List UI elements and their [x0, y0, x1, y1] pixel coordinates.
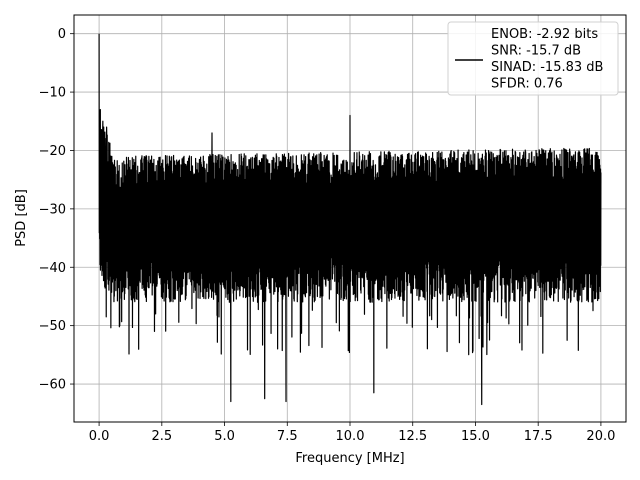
y-tick-label: −60	[39, 378, 66, 393]
y-tick-label: −40	[39, 261, 66, 276]
y-tick-label: −50	[39, 319, 66, 334]
x-tick-label: 17.5	[524, 429, 553, 444]
x-tick-label: 7.5	[277, 429, 298, 444]
psd-trace	[98, 33, 602, 406]
legend-entry-line: SINAD: -15.83 dB	[491, 60, 603, 75]
y-tick-label: −10	[39, 86, 66, 101]
legend-entry-line: ENOB: -2.92 bits	[491, 27, 598, 42]
y-axis-ticks: 0 −10 −20 −30 −40 −50 −60	[39, 27, 74, 393]
x-tick-label: 0.0	[89, 429, 110, 444]
legend-entry-line: SNR: -15.7 dB	[491, 44, 581, 59]
x-tick-label: 10.0	[336, 429, 365, 444]
x-tick-label: 20.0	[586, 429, 615, 444]
psd-series-line	[98, 33, 602, 406]
y-tick-label: −30	[39, 202, 66, 217]
legend-entry-line: SFDR: 0.76	[491, 77, 563, 92]
x-tick-label: 15.0	[461, 429, 490, 444]
x-tick-label: 5.0	[214, 429, 235, 444]
x-axis-label: Frequency [MHz]	[295, 451, 404, 466]
x-tick-label: 2.5	[151, 429, 172, 444]
x-tick-label: 12.5	[398, 429, 427, 444]
y-axis-label: PSD [dB]	[14, 189, 29, 247]
y-tick-label: −20	[39, 144, 66, 159]
legend-box	[447, 21, 619, 96]
y-tick-label: 0	[58, 27, 66, 42]
x-axis-ticks: 0.0 2.5 5.0 7.5 10.0 12.5 15.0 17.5 20.0	[89, 422, 615, 444]
